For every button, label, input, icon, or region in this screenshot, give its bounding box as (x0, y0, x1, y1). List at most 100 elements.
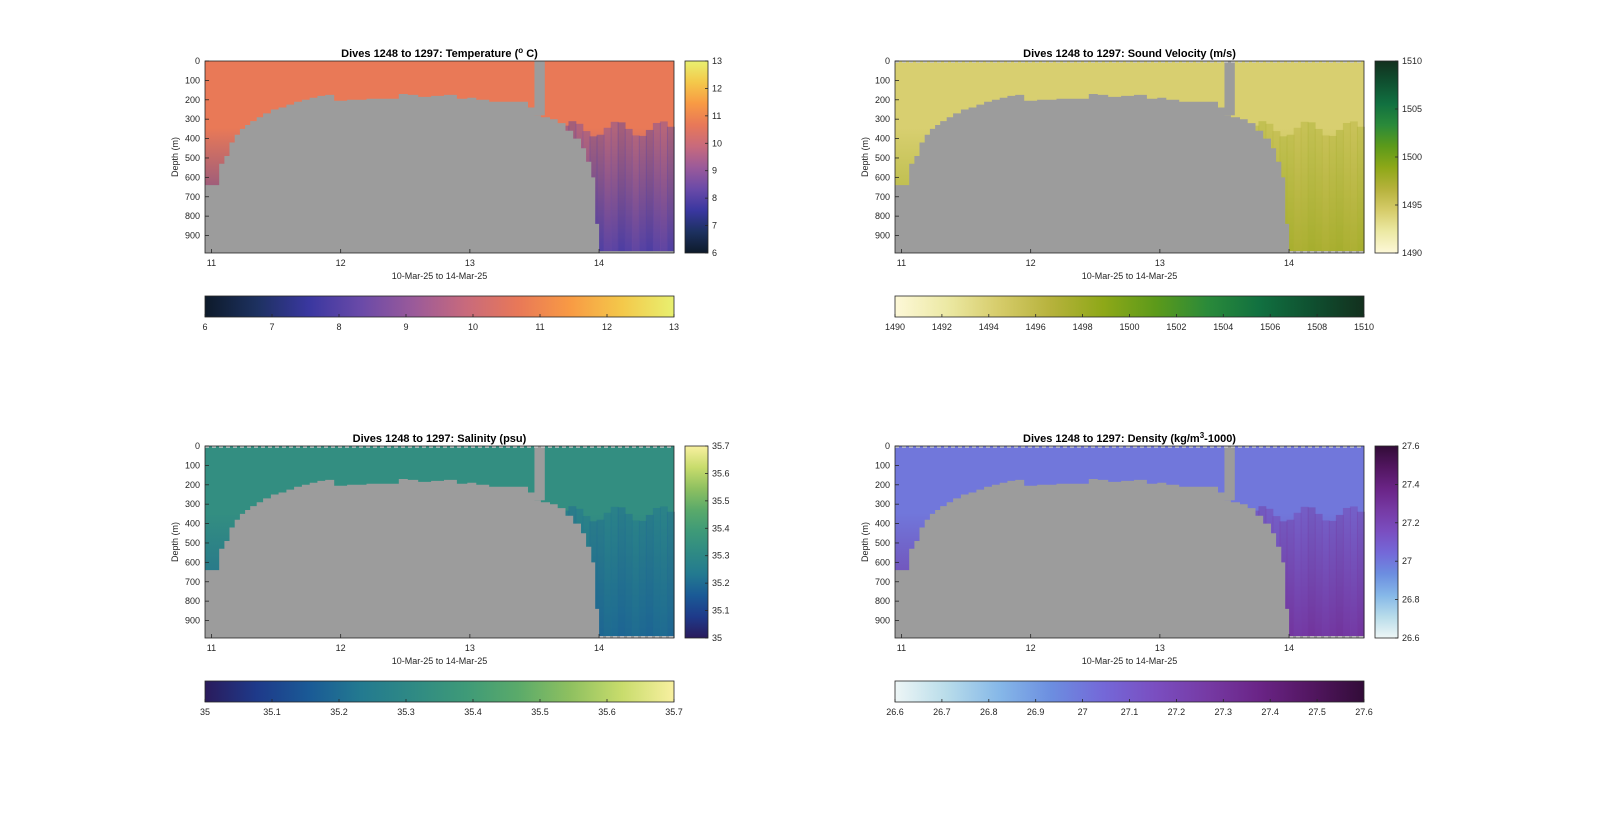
data-column (624, 128, 633, 253)
colorbar-h-tick-label: 1504 (1213, 322, 1233, 332)
data-column (1335, 129, 1344, 253)
data-column (617, 507, 626, 638)
colorbar-h-tick-label: 1490 (885, 322, 905, 332)
colorbar-h-tick-label: 35.1 (263, 707, 281, 717)
data-column (645, 129, 654, 253)
colorbar-h-tick-label: 1508 (1307, 322, 1327, 332)
x-axis-label: 10-Mar-25 to 14-Mar-25 (1082, 271, 1178, 281)
y-tick-label: 500 (875, 153, 890, 163)
colorbar-h-tick-label: 26.6 (886, 707, 904, 717)
y-tick-label: 300 (875, 499, 890, 509)
data-column (1300, 121, 1309, 253)
x-tick-label: 14 (1284, 258, 1294, 268)
colorbar-horizontal (894, 680, 1365, 703)
y-tick-label: 100 (185, 75, 200, 85)
data-column (1300, 506, 1309, 638)
colorbar-h-tick-label: 13 (669, 322, 679, 332)
colorbar-h-tick-label: 1496 (1026, 322, 1046, 332)
y-tick-label: 400 (185, 134, 200, 144)
y-tick-label: 600 (875, 172, 890, 182)
colorbar-tick-label: 35.2 (712, 578, 730, 588)
chart-title-end: -1000) (1204, 433, 1236, 445)
data-gap (534, 446, 545, 501)
data-column (1321, 520, 1330, 638)
y-tick-label: 500 (185, 538, 200, 548)
colorbar-tick-label: 1505 (1402, 104, 1422, 114)
x-tick-label: 13 (465, 643, 475, 653)
colorbar-tick-label: 1500 (1402, 152, 1422, 162)
colorbar-tick-label: 7 (712, 221, 717, 231)
data-column (1307, 507, 1316, 638)
data-column (1293, 512, 1302, 638)
y-tick-label: 200 (185, 95, 200, 105)
colorbar-tick-label: 35.1 (712, 606, 730, 616)
data-column (1328, 520, 1337, 638)
y-tick-label: 500 (185, 153, 200, 163)
x-tick-label: 11 (207, 643, 216, 653)
colorbar-h-tick-label: 7 (269, 322, 274, 332)
colorbar-h-tick-label: 27.5 (1308, 707, 1326, 717)
colorbar-h-tick-label: 1494 (979, 322, 999, 332)
colorbar-tick-label: 13 (712, 56, 722, 66)
colorbar-h-tick-label: 1506 (1260, 322, 1280, 332)
y-tick-label: 0 (195, 441, 200, 451)
data-column (1356, 126, 1365, 253)
y-tick-label: 0 (195, 56, 200, 66)
x-tick-label: 13 (465, 258, 475, 268)
colorbar-h-tick-label: 35.2 (330, 707, 348, 717)
plot-frame (894, 445, 1365, 639)
colorbar-tick-label: 6 (712, 248, 717, 258)
colorbar-h-tick-label: 1492 (932, 322, 952, 332)
chart-title: Dives 1248 to 1297: Sound Velocity (m/s) (1023, 48, 1236, 60)
y-tick-label: 100 (185, 460, 200, 470)
chart-title-text: Dives 1248 to 1297: Density (kg/m (1023, 433, 1200, 445)
data-column (1307, 122, 1316, 253)
colorbar-h-tick-label: 9 (403, 322, 408, 332)
data-gap (534, 61, 545, 116)
colorbar-tick-label: 35.7 (712, 441, 730, 451)
data-column (596, 519, 605, 638)
colorbar-tick-label: 35.4 (712, 523, 730, 533)
data-column (659, 121, 668, 253)
colorbar-h-tick-label: 1502 (1166, 322, 1186, 332)
colorbar-tick-label: 10 (712, 138, 722, 148)
data-column (1314, 128, 1323, 253)
colorbar-tick-label: 27.4 (1402, 479, 1420, 489)
chart-title-text: Dives 1248 to 1297: Salinity (psu) (353, 433, 527, 445)
colorbar-tick-label: 35.5 (712, 496, 730, 506)
y-tick-label: 700 (185, 577, 200, 587)
colorbar-h-tick-label: 35.6 (598, 707, 616, 717)
colorbar-tick-label: 27 (1402, 556, 1412, 566)
plot-frame (894, 60, 1365, 254)
colorbar-tick-label: 9 (712, 166, 717, 176)
colorbar-h-tick-label: 6 (202, 322, 207, 332)
data-column (603, 512, 612, 638)
data-column (596, 134, 605, 253)
x-axis-label: 10-Mar-25 to 14-Mar-25 (1082, 656, 1178, 666)
y-tick-label: 900 (185, 616, 200, 626)
y-tick-label: 900 (875, 616, 890, 626)
y-tick-label: 400 (875, 519, 890, 529)
y-tick-label: 900 (185, 231, 200, 241)
chart-title-superscript: 3 (1200, 431, 1205, 440)
data-column (645, 514, 654, 638)
data-column (652, 122, 661, 254)
colorbar-h-tick-label: 35 (200, 707, 210, 717)
y-axis-label: Depth (m) (860, 522, 870, 562)
data-column (1314, 513, 1323, 638)
colorbar-h-tick-label: 35.4 (464, 707, 482, 717)
chart-title-end: C) (523, 48, 538, 60)
colorbar-tick-label: 8 (712, 193, 717, 203)
data-column (617, 122, 626, 253)
y-tick-label: 400 (875, 134, 890, 144)
data-column (603, 127, 612, 253)
chart-panel-salinity: Dives 1248 to 1297: Salinity (psu) 0 100 20… (170, 433, 730, 717)
colorbar-h-tick-label: 10 (468, 322, 478, 332)
data-column (1328, 135, 1337, 253)
chart-title: Dives 1248 to 1297: Salinity (psu) (353, 433, 527, 445)
colorbar-vertical (1374, 60, 1399, 254)
colorbar-tick-label: 1495 (1402, 200, 1422, 210)
data-column (631, 520, 640, 638)
x-tick-label: 14 (594, 643, 604, 653)
chart-title-text: Dives 1248 to 1297: Temperature ( (341, 48, 518, 60)
